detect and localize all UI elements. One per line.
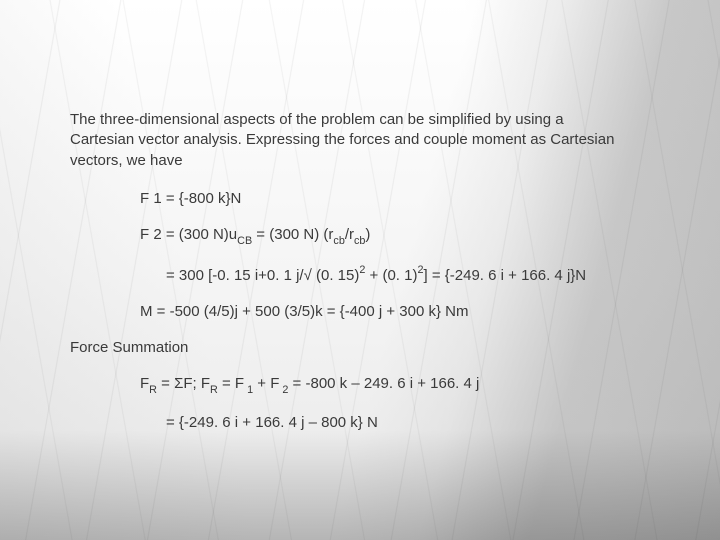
f2-sub-cb3: cb bbox=[354, 235, 365, 247]
equation-f2-eval: = 300 [-0. 15 i+0. 1 j/√ (0. 15)2 + (0. … bbox=[166, 264, 660, 286]
f2-sub-cb2: cb bbox=[333, 235, 344, 247]
equation-fr: FR = ΣF; FR = F 1 + F 2 = -800 k – 249. … bbox=[140, 374, 660, 397]
f2-text-a: F 2 = (300 N)u bbox=[140, 226, 237, 243]
fr-subR1: R bbox=[149, 384, 157, 396]
equation-fr-result: = {-249. 6 i + 166. 4 j – 800 k} N bbox=[166, 413, 660, 433]
fr-sub1: 1 bbox=[244, 384, 253, 396]
f2-text-c: /r bbox=[345, 226, 354, 243]
fr-d: + F bbox=[253, 375, 279, 392]
slide-content: The three-dimensional aspects of the pro… bbox=[0, 0, 720, 479]
f2eval-b: + (0. 1) bbox=[365, 267, 417, 284]
equation-f1: F 1 = {-800 k}N bbox=[140, 189, 660, 209]
f2-text-d: ) bbox=[365, 226, 370, 243]
f2-text-b: = (300 N) (r bbox=[252, 226, 333, 243]
fr-sub2: 2 bbox=[279, 384, 288, 396]
intro-paragraph: The three-dimensional aspects of the pro… bbox=[70, 110, 630, 171]
fr-subR2: R bbox=[210, 384, 218, 396]
section-heading: Force Summation bbox=[70, 338, 660, 358]
equation-m: M = -500 (4/5)j + 500 (3/5)k = {-400 j +… bbox=[140, 302, 660, 322]
f2eval-sup2: 2 bbox=[417, 264, 423, 276]
f2eval-c: ] = {-249. 6 i + 166. 4 j}N bbox=[424, 267, 587, 284]
f2eval-a: = 300 [-0. 15 i+0. 1 j/√ (0. 15) bbox=[166, 267, 359, 284]
fr-c: = F bbox=[218, 375, 244, 392]
fr-b: = ΣF; F bbox=[157, 375, 210, 392]
fr-a: F bbox=[140, 375, 149, 392]
fr-e: = -800 k – 249. 6 i + 166. 4 j bbox=[288, 375, 479, 392]
equation-f2: F 2 = (300 N)uCB = (300 N) (rcb/rcb) bbox=[140, 225, 660, 248]
f2eval-sup1: 2 bbox=[359, 264, 365, 276]
f2-sub-cb1: CB bbox=[237, 235, 252, 247]
